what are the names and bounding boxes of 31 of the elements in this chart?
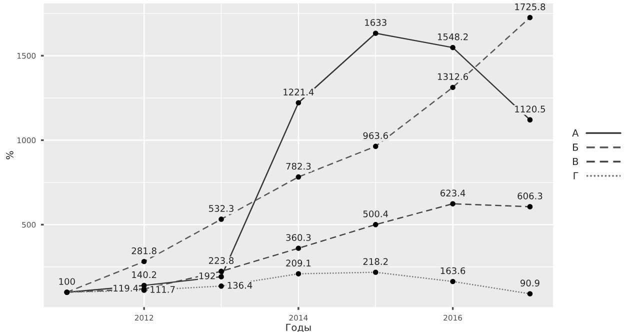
data-label: 140.2 (132, 271, 156, 278)
legend-label: Г (574, 172, 578, 180)
data-label: 281.8 (132, 247, 156, 254)
data-label: 500.4 (363, 210, 388, 218)
data-label: 1120.5 (515, 106, 545, 113)
data-label: 218.2 (363, 258, 388, 265)
legend-label: В (573, 158, 578, 166)
data-label: 1633 (365, 19, 386, 26)
data-label: 606.3 (518, 192, 542, 200)
data-label: 100 (59, 278, 75, 285)
data-label: 532.3 (209, 205, 234, 212)
data-label: 963.6 (363, 132, 388, 140)
data-label: 782.3 (286, 162, 311, 170)
data-label: 136.4 (228, 282, 252, 289)
data-label: 90.9 (520, 280, 540, 286)
data-label: 1725.8 (515, 3, 546, 10)
data-label: 623.4 (440, 190, 466, 196)
data-label: 209.1 (286, 260, 311, 266)
legend-label: А (572, 129, 579, 136)
x-axis-title: Годы (286, 324, 311, 332)
y-axis-title: % (6, 151, 14, 160)
data-label: 1312.6 (438, 73, 468, 80)
data-label: 192 (199, 272, 215, 280)
legend-label: Б (573, 144, 578, 151)
data-label: 1548.2 (438, 33, 468, 40)
data-label: 1221.4 (284, 88, 314, 96)
data-label: 163.6 (440, 267, 466, 274)
data-label: 119.4 (114, 284, 138, 292)
data-label: 223.8 (209, 257, 234, 264)
data-label: 360.3 (286, 234, 311, 241)
data-label: 111.7 (150, 286, 175, 293)
